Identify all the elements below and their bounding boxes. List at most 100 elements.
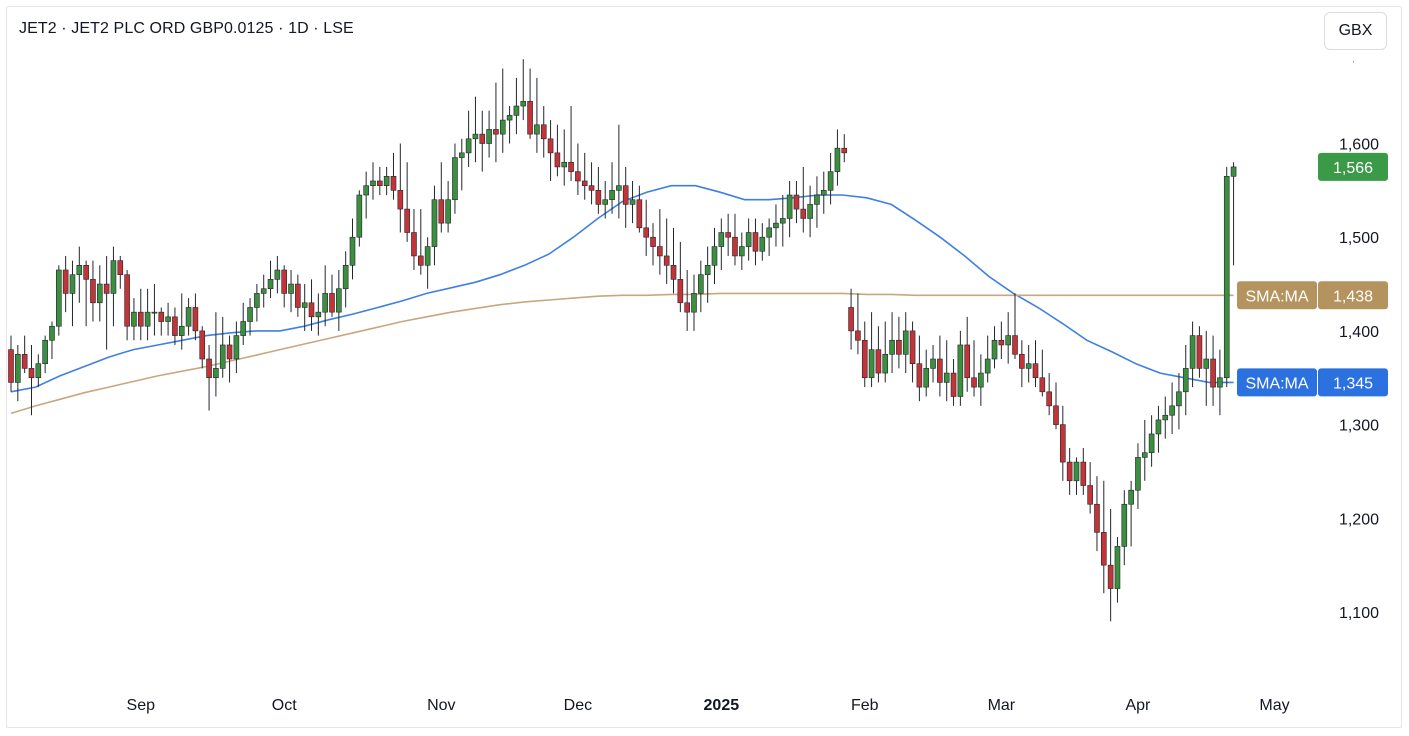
candle-body [479, 133, 486, 144]
candle [1223, 166, 1230, 388]
candle [21, 335, 28, 374]
candle [274, 255, 281, 294]
candle [192, 293, 199, 341]
candle-body [943, 372, 950, 383]
candle-body [739, 246, 745, 257]
candle-body [643, 227, 649, 238]
candle-body [1217, 377, 1223, 388]
candle-body [779, 218, 786, 224]
candle-body [1032, 363, 1039, 379]
candle-body [534, 124, 540, 135]
candle-body [568, 161, 574, 172]
candle [213, 312, 219, 397]
candle-body [349, 236, 356, 266]
candle-body [83, 265, 89, 280]
candle-body [937, 358, 943, 383]
candle [978, 354, 984, 406]
candle [739, 232, 745, 270]
candle-body [950, 372, 957, 397]
candle-body [417, 255, 424, 266]
candle [349, 218, 356, 280]
candle [547, 120, 554, 181]
candle [308, 279, 315, 331]
candle [807, 185, 813, 238]
candle [452, 143, 458, 214]
candle-body [342, 265, 349, 290]
candle-body [602, 199, 609, 205]
candle [90, 260, 96, 322]
candle [957, 330, 964, 406]
candle-body [260, 288, 267, 294]
candle-body [1107, 564, 1114, 589]
candle-body [103, 283, 110, 294]
candle-body [1203, 358, 1210, 369]
candle-body [848, 307, 854, 332]
candle [766, 218, 772, 256]
candle-body [616, 185, 622, 191]
candle-body [657, 246, 663, 257]
sma-name-bg [1237, 368, 1317, 397]
candle-body [377, 180, 383, 186]
candle-body [124, 274, 130, 327]
candle [506, 106, 513, 144]
candle-body [199, 330, 206, 360]
candle-body [609, 190, 615, 201]
candle-body [704, 265, 711, 275]
candle-body [575, 171, 581, 182]
candle-body [329, 293, 335, 313]
candle-body [438, 199, 445, 224]
candle-body [1135, 457, 1141, 491]
candle-body [370, 180, 376, 186]
candle-body [991, 339, 998, 360]
sma-name-label: SMA:MA [1245, 288, 1308, 305]
sma-value-tag-1-value: 1,438 [1333, 288, 1373, 305]
x-tick-label: May [1259, 697, 1289, 714]
candle [62, 255, 69, 313]
y-tick-label: 1,600 [1339, 137, 1379, 154]
candle-body [42, 339, 48, 364]
candle-body [493, 129, 499, 135]
candle-body [21, 354, 28, 369]
candle-body [670, 265, 677, 280]
candle [35, 354, 42, 388]
candle [472, 96, 479, 163]
candle [199, 326, 206, 369]
candle-body [698, 274, 704, 294]
candle [404, 162, 410, 242]
candle-body [137, 311, 144, 327]
candle [540, 106, 547, 158]
candle [1066, 448, 1073, 495]
candle [1114, 537, 1121, 603]
candle [1053, 382, 1059, 430]
sma-value-tag-2: 1,345 [1318, 368, 1388, 397]
candle-body [984, 358, 991, 374]
candle-body [1073, 461, 1080, 482]
candle [575, 143, 581, 196]
candle-body [1019, 354, 1025, 369]
candle-body [581, 180, 588, 186]
candle-body [445, 199, 451, 224]
candle [417, 209, 424, 275]
axis-top-mark: , [1352, 54, 1355, 65]
candle [288, 269, 294, 313]
y-tick-label: 1,500 [1339, 230, 1379, 247]
candle-body [117, 260, 124, 275]
candle [527, 68, 533, 139]
candle-body [301, 302, 308, 308]
candle-body [998, 339, 1005, 346]
candle [629, 180, 636, 224]
sma-value-tag-2-value: 1,345 [1333, 375, 1373, 392]
candle [745, 218, 752, 261]
x-tick-label: Mar [988, 697, 1016, 714]
sma-value-tag-1: 1,438 [1318, 281, 1388, 310]
candle [1176, 373, 1182, 430]
candle-body [773, 222, 779, 229]
candle-body [916, 363, 923, 388]
sma-line-2 [10, 292, 1234, 415]
currency-button[interactable]: GBX [1324, 12, 1387, 50]
candle-body [254, 293, 260, 308]
candle [902, 312, 909, 374]
candle [1107, 508, 1114, 622]
candle-body [452, 157, 458, 201]
